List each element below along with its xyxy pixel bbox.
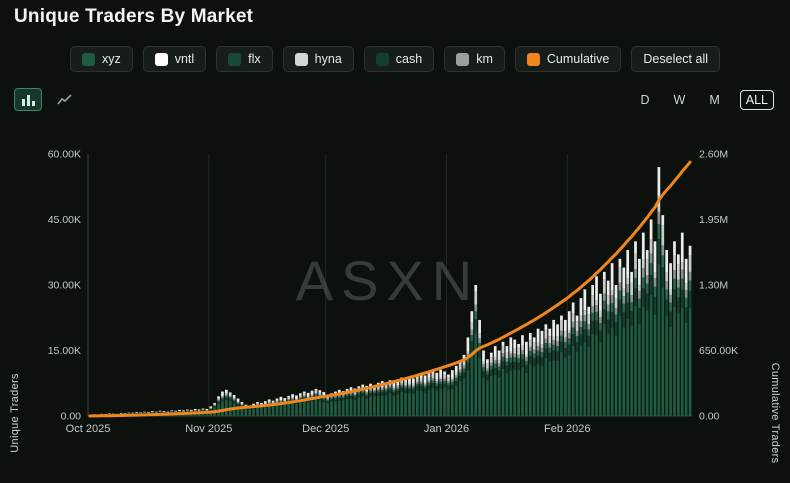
- legend-toggle-hyna[interactable]: hyna: [283, 46, 354, 72]
- y-axis-label-right: Cumulative Traders: [767, 343, 781, 483]
- legend-toggle-cash[interactable]: cash: [364, 46, 434, 72]
- legend-label: km: [476, 52, 493, 66]
- watermark: ASXN: [296, 249, 481, 312]
- line-chart-button[interactable]: [50, 88, 78, 111]
- legend-toggle-cumulative[interactable]: Cumulative: [515, 46, 622, 72]
- legend-toggle-km[interactable]: km: [444, 46, 505, 72]
- legend-label: cash: [396, 52, 422, 66]
- chart-area: ASXN 0.00 15.00K 30.00K 45.00K 60.00K 0.00 650.…: [0, 128, 790, 453]
- page-title: Unique Traders By Market: [14, 6, 253, 28]
- traders-chart: ASXN 0.00 15.00K 30.00K 45.00K 60.00K 0.00 650.…: [0, 128, 790, 448]
- range-button-m[interactable]: M: [705, 90, 723, 110]
- x-tick-month: Feb 2026: [544, 423, 590, 435]
- legend-swatch-vntl: [155, 53, 168, 66]
- legend-toggle-flx[interactable]: flx: [216, 46, 273, 72]
- y-tick-left: 15.00K: [48, 345, 81, 357]
- range-button-all[interactable]: ALL: [740, 90, 774, 110]
- legend-label: Cumulative: [547, 52, 610, 66]
- legend-toggle-vntl[interactable]: vntl: [143, 46, 206, 72]
- legend-label: flx: [248, 52, 261, 66]
- legend-swatch-hyna: [295, 53, 308, 66]
- legend-row: xyz vntl flx hyna cash km Cumulative Deselect a…: [0, 46, 790, 72]
- legend-label: hyna: [315, 52, 342, 66]
- y-tick-left: 45.00K: [48, 214, 81, 226]
- bar-chart-button[interactable]: [14, 88, 42, 111]
- legend-swatch-km: [456, 53, 469, 66]
- y-tick-left: 30.00K: [48, 280, 81, 292]
- y-tick-right: 650.00K: [699, 345, 738, 357]
- legend-swatch-cash: [376, 53, 389, 66]
- chart-type-switcher: [14, 88, 78, 111]
- range-button-w[interactable]: W: [670, 90, 690, 110]
- legend-toggle-xyz[interactable]: xyz: [70, 46, 133, 72]
- x-tick-month: Dec 2025: [302, 423, 349, 435]
- x-tick-month: Nov 2025: [185, 423, 232, 435]
- bar-chart-icon: [21, 93, 36, 106]
- line-chart-icon: [57, 93, 72, 106]
- y-axis-label-left: Unique Traders: [9, 343, 23, 483]
- legend-swatch-flx: [228, 53, 241, 66]
- deselect-all-button[interactable]: Deselect all: [631, 46, 720, 72]
- y-tick-left: 60.00K: [48, 149, 81, 161]
- legend-label: xyz: [102, 52, 121, 66]
- range-button-d[interactable]: D: [636, 90, 653, 110]
- legend-swatch-cumulative: [527, 53, 540, 66]
- legend-label: vntl: [175, 52, 194, 66]
- y-tick-right: 0.00: [699, 411, 720, 423]
- y-tick-right: 2.60M: [699, 149, 728, 161]
- y-tick-right: 1.30M: [699, 280, 728, 292]
- legend-swatch-xyz: [82, 53, 95, 66]
- y-tick-left: 0.00: [61, 411, 82, 423]
- y-tick-right: 1.95M: [699, 214, 728, 226]
- x-tick-month: Jan 2026: [424, 423, 469, 435]
- x-tick-month: Oct 2025: [66, 423, 111, 435]
